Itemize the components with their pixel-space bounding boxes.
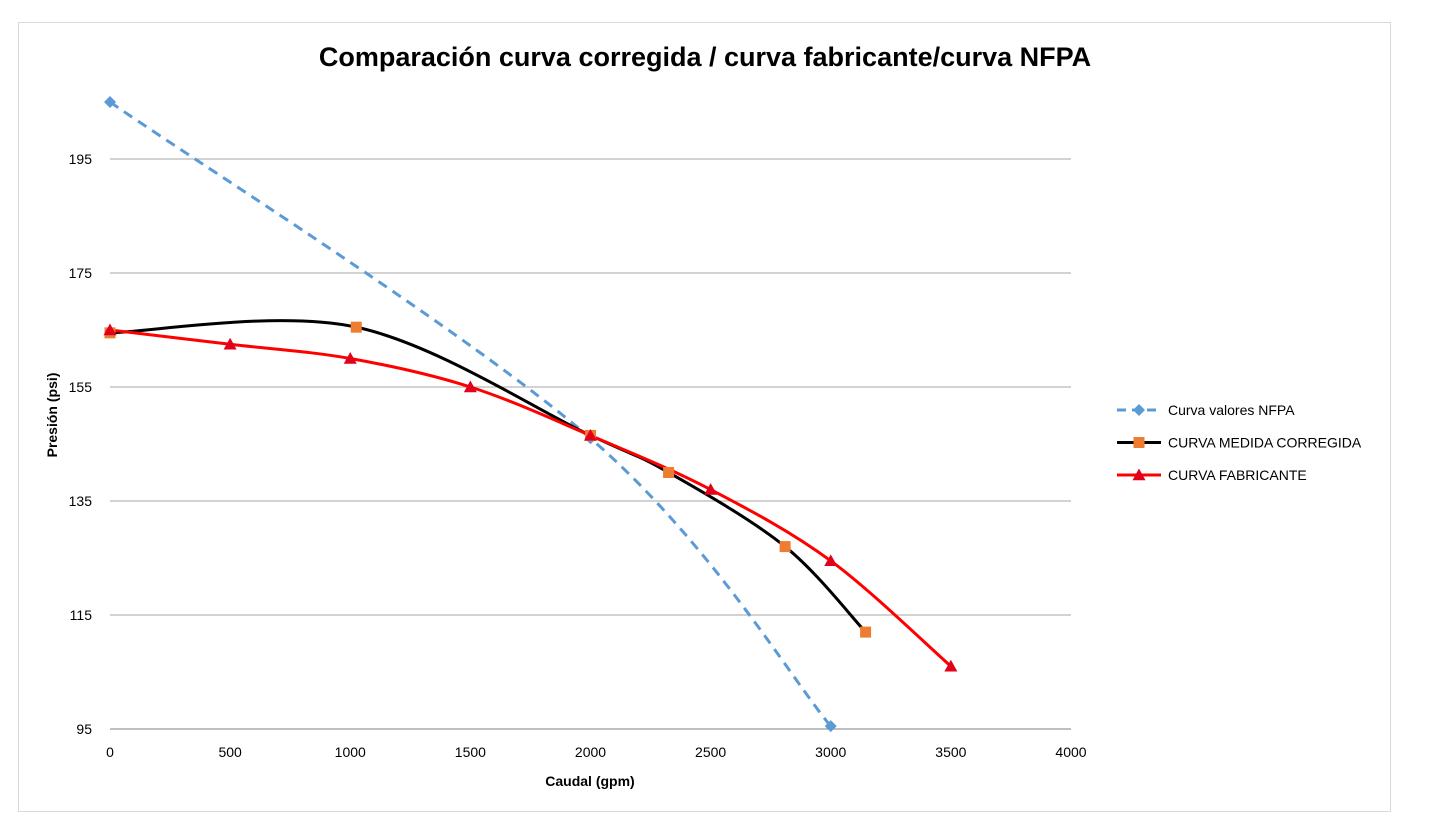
- legend-label: CURVA FABRICANTE: [1168, 467, 1307, 483]
- y-tick-label: 155: [69, 379, 93, 395]
- x-tick-label: 2000: [575, 744, 606, 760]
- series-3-marker: [463, 380, 477, 393]
- y-axis-title: Presión (psi): [44, 373, 60, 458]
- series-3-marker: [223, 337, 237, 350]
- y-tick-label: 115: [70, 607, 93, 623]
- x-axis-title: Caudal (gpm): [545, 773, 634, 789]
- x-tick-label: 1500: [455, 744, 486, 760]
- series-3-marker: [103, 323, 117, 336]
- x-tick-label: 3500: [935, 744, 966, 760]
- x-tick-label: 2500: [695, 744, 726, 760]
- legend-label: Curva valores NFPA: [1168, 402, 1295, 418]
- series-2-marker: [663, 467, 675, 478]
- y-tick-label: 175: [69, 265, 93, 281]
- x-tick-label: 4000: [1055, 744, 1086, 760]
- series-3-marker: [584, 428, 597, 441]
- legend-swatch-marker: [1132, 468, 1146, 481]
- plot-series: [109, 100, 952, 728]
- series-2-marker: [350, 321, 362, 333]
- y-tick-label: 95: [76, 721, 92, 737]
- legend-label: CURVA MEDIDA CORREGIDA: [1168, 435, 1362, 451]
- chart-title: Comparación curva corregida / curva fabr…: [319, 42, 1091, 72]
- y-tick-label: 195: [69, 151, 93, 167]
- x-tick-label: 1000: [335, 744, 366, 760]
- legend: Curva valores NFPA CURVA MEDIDA CORREGIDA…: [1117, 402, 1362, 483]
- series-line-3: [109, 328, 952, 668]
- series-2-marker: [779, 541, 791, 553]
- gridlines: [110, 158, 1071, 616]
- y-tick-label: 135: [69, 493, 93, 509]
- chart-area: [18, 22, 1391, 812]
- series-line-1: [109, 100, 832, 728]
- x-tick-label: 3000: [815, 744, 846, 760]
- plot-markers: [103, 96, 958, 733]
- series-2-marker: [860, 626, 872, 638]
- legend-swatch-marker: [1133, 404, 1145, 416]
- x-tick-label: 0: [106, 744, 114, 760]
- series-1-marker: [104, 96, 116, 108]
- legend-swatch-marker: [1133, 437, 1145, 448]
- series-3-marker: [343, 352, 357, 364]
- x-tick-label: 500: [218, 744, 242, 760]
- series-3-marker: [824, 554, 838, 567]
- series-1-marker: [824, 720, 837, 733]
- axes: 95 115 135 155 175 195 0 500 1000 1500 2000 2500 300…: [69, 151, 1087, 760]
- series-3-marker: [944, 659, 958, 672]
- series-3-marker: [704, 483, 718, 495]
- series-line-2: [109, 319, 867, 634]
